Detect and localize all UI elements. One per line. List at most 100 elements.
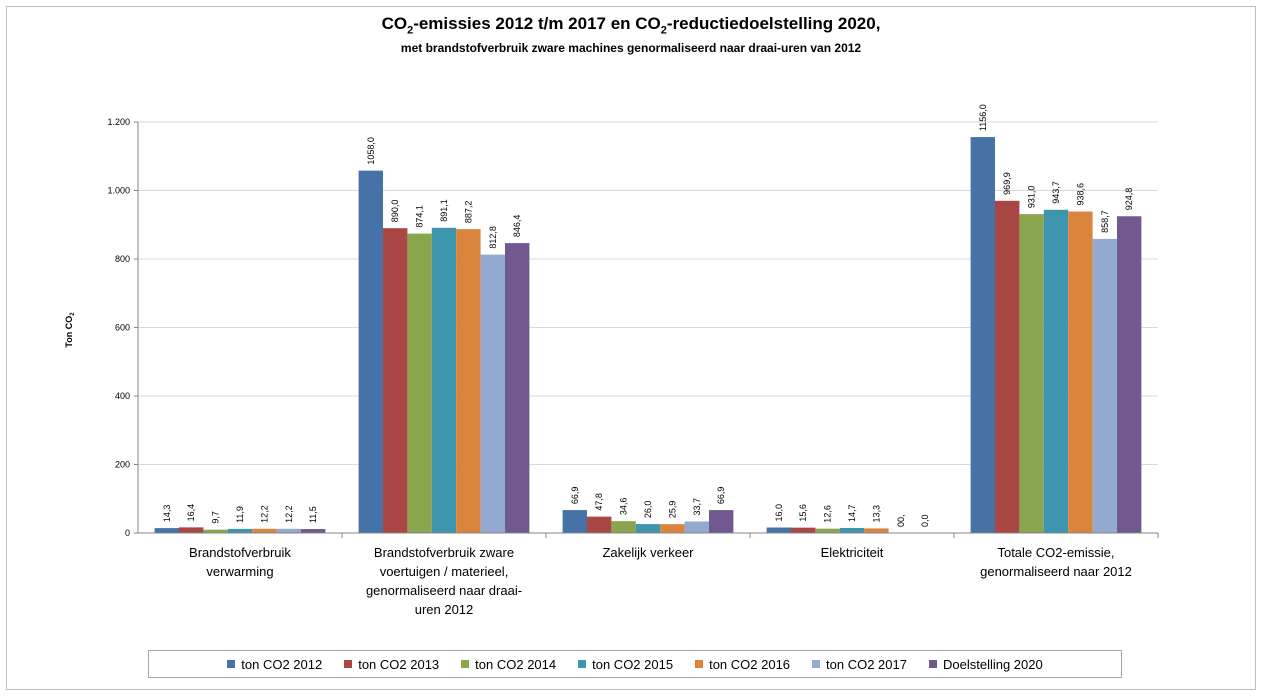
- legend-swatch: [344, 660, 353, 668]
- bar: [995, 200, 1020, 533]
- data-label: 9,7: [211, 511, 221, 524]
- legend-item: ton CO2 2016: [695, 657, 790, 672]
- bar: [791, 527, 816, 533]
- legend-swatch: [928, 660, 937, 668]
- data-label: 11,5: [308, 506, 318, 523]
- data-label: 931,0: [1027, 186, 1037, 209]
- bar: [587, 516, 612, 533]
- legend-label: ton CO2 2016: [709, 656, 791, 672]
- y-tick-label: 0: [125, 528, 130, 538]
- bar: [709, 510, 734, 533]
- data-labels: 14,3 16,4 9,7 11,9 12,2 12,2 11,5 1058,0 890,0 87…: [162, 104, 1134, 527]
- data-label: 12,2: [284, 505, 294, 523]
- data-label: 846,4: [512, 215, 522, 238]
- bar: [179, 527, 204, 533]
- x-tick-label: voertuigen / materieel,: [380, 564, 509, 579]
- legend-label: Doelstelling 2020: [942, 656, 1043, 672]
- x-tick-label: genormaliseerd naar draai-: [366, 583, 522, 598]
- bar: [815, 528, 840, 533]
- data-label: 66,9: [716, 487, 726, 505]
- data-label: 11,9: [235, 506, 245, 523]
- y-tick-label: 600: [115, 323, 130, 333]
- y-tick-label: 1.000: [107, 186, 130, 196]
- legend-label: ton CO2 2014: [475, 656, 557, 672]
- bar: [480, 254, 505, 533]
- data-label: 26,0: [643, 501, 653, 519]
- data-label: 47,8: [594, 493, 604, 511]
- bar: [456, 229, 481, 533]
- bar: [839, 527, 865, 533]
- data-label: 14,3: [162, 505, 172, 523]
- bar: [154, 528, 179, 533]
- legend-label: ton CO2 2012: [241, 656, 323, 672]
- data-label: 25,9: [667, 501, 677, 519]
- data-label: 890,0: [390, 200, 400, 223]
- data-label: 16,4: [186, 504, 196, 522]
- bar: [431, 227, 457, 533]
- legend-swatch: [812, 660, 821, 668]
- legend-label: ton CO2 2013: [358, 656, 440, 672]
- title-part: CO: [381, 14, 408, 33]
- legend-swatch: [227, 660, 236, 668]
- data-label: 15,6: [798, 504, 808, 522]
- bar: [1019, 214, 1044, 533]
- title-subscript: 2: [407, 24, 414, 37]
- data-label: 943,7: [1051, 181, 1061, 204]
- y-tick-label: 800: [115, 254, 130, 264]
- data-label: 1058,0: [366, 137, 376, 165]
- x-tick-label: verwarming: [206, 564, 273, 579]
- data-label: 0,0: [920, 514, 930, 527]
- data-label: 858,7: [1100, 210, 1110, 233]
- data-label: 12,6: [823, 505, 833, 523]
- legend-swatch: [461, 660, 470, 668]
- bars: [154, 137, 1142, 534]
- legend-label: ton CO2 2017: [826, 656, 907, 672]
- bar: [864, 528, 889, 533]
- legend-item: ton CO2 2012: [227, 657, 322, 672]
- bar: [562, 510, 587, 533]
- y-axis-label: Ton CO2: [64, 312, 76, 348]
- x-tick-label: genormaliseerd naar 2012: [980, 564, 1132, 579]
- bar: [407, 233, 432, 534]
- x-tick-label: Elektriciteit: [821, 545, 884, 560]
- x-axis: Brandstofverbruik verwarming Brandstofverb…: [138, 532, 1159, 617]
- x-tick-label: Zakelijk verkeer: [602, 545, 694, 560]
- legend-label: ton CO2 2015: [592, 656, 674, 672]
- legend-item: ton CO2 2017: [812, 657, 907, 672]
- title-part: -emissies 2012 t/m 2017 en CO: [413, 14, 661, 33]
- data-label: 874,1: [415, 205, 425, 228]
- bar: [1092, 238, 1117, 533]
- legend-swatch: [695, 660, 704, 668]
- y-tick-label: 1.200: [107, 117, 130, 127]
- y-axis-label-text: Ton CO: [64, 316, 74, 348]
- x-tick-label: Brandstofverbruik zware: [374, 545, 514, 560]
- data-label: 969,9: [1002, 172, 1012, 195]
- bar: [635, 524, 661, 533]
- bar: [301, 529, 326, 533]
- x-tick-label: Totale CO2-emissie,: [997, 545, 1114, 560]
- legend-item: ton CO2 2014: [461, 657, 556, 672]
- data-label: 891,1: [439, 199, 449, 222]
- legend-swatch: [578, 660, 587, 668]
- data-label: 1156,0: [978, 104, 988, 131]
- legend: ton CO2 2012 ton CO2 2013 ton CO2 2014 ton …: [148, 650, 1122, 678]
- data-label: 33,7: [692, 498, 702, 516]
- y-axis-label-subscript: 2: [70, 312, 76, 316]
- data-label: 812,8: [488, 226, 498, 249]
- bar: [970, 137, 995, 533]
- bar: [227, 528, 253, 533]
- data-label: 16,0: [774, 504, 784, 522]
- y-axis: 0 200 400 600 800 1.000 1.200: [107, 117, 139, 538]
- data-label: 14,7: [847, 504, 857, 522]
- bar: [383, 228, 408, 534]
- chart-subtitle: met brandstofverbruik zware machines gen…: [400, 41, 862, 55]
- x-tick-label: uren 2012: [415, 602, 474, 617]
- bar: [252, 528, 277, 533]
- legend-item: ton CO2 2015: [578, 657, 673, 672]
- bar: [358, 170, 383, 533]
- data-label: 00,: [896, 514, 906, 527]
- data-label: 34,6: [619, 498, 629, 516]
- bar: [1068, 211, 1093, 534]
- bar: [276, 528, 301, 533]
